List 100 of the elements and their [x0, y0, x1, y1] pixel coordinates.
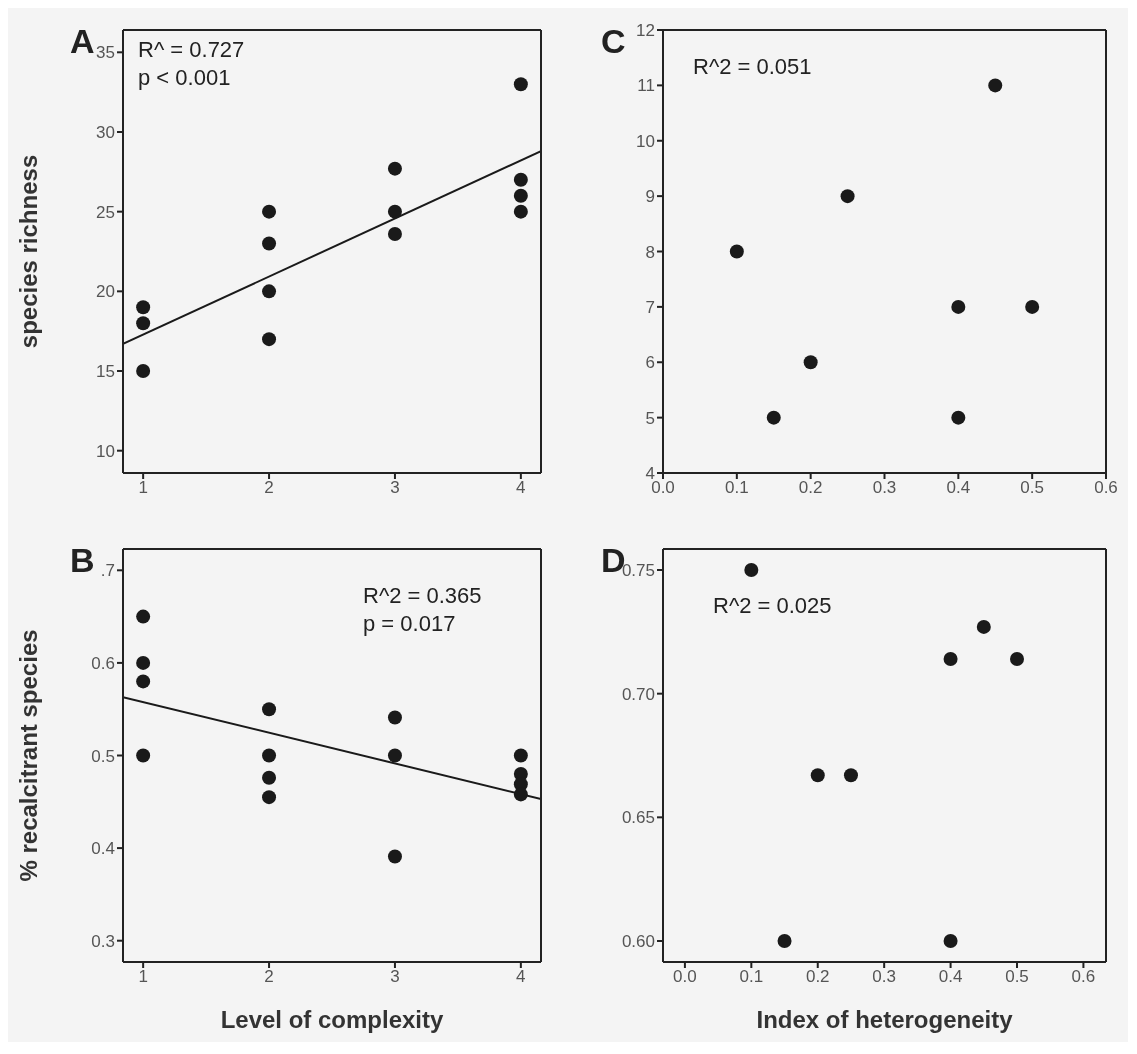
annotation: R^2 = 0.025	[713, 592, 832, 620]
y-tick-label: 5	[645, 408, 655, 428]
x-tick-label: 0.4	[946, 478, 971, 498]
x-tick-label: 4	[516, 967, 526, 987]
y-tick-label: 9	[645, 187, 655, 207]
x-tick-label: 0.3	[872, 967, 896, 987]
point	[387, 204, 402, 219]
y-tick-label: 0.60	[621, 932, 655, 952]
y-tick-label: 0.3	[91, 931, 115, 951]
annotation: R^ = 0.727	[138, 36, 245, 64]
point	[513, 77, 528, 92]
x-tick-label: 0.1	[739, 967, 764, 987]
y-tick-label: 0.6	[91, 653, 115, 673]
y-tick-label: 25	[96, 202, 115, 222]
y-tick-label: 0.4	[91, 839, 115, 859]
x-axis-title: Index of heterogeneity	[756, 1006, 1014, 1033]
point	[976, 619, 991, 634]
y-tick-label: 6	[645, 353, 655, 373]
point	[387, 849, 402, 864]
point	[513, 188, 528, 203]
y-axis-title: % recalcitrant species	[14, 629, 42, 882]
point	[729, 244, 744, 259]
x-tick-label: 4	[516, 478, 526, 498]
y-tick-label: 35	[96, 43, 115, 63]
y-tick-label: 7	[645, 297, 655, 317]
x-tick-label: 3	[390, 478, 400, 498]
x-tick-label: 0.5	[1020, 478, 1044, 498]
x-tick-label: 0.2	[805, 967, 830, 987]
y-tick-label: 12	[636, 21, 655, 41]
y-axis-title: species richness	[14, 154, 42, 349]
chart-title: B	[70, 541, 95, 580]
annotation: R^2 = 0.051	[693, 53, 812, 81]
point	[1025, 299, 1040, 314]
point	[1010, 652, 1024, 667]
x-tick-label: 0.5	[1005, 967, 1029, 987]
point	[136, 609, 151, 624]
point	[840, 189, 855, 204]
point	[951, 299, 966, 314]
point	[951, 410, 966, 425]
point	[262, 790, 277, 805]
point	[766, 410, 781, 425]
point	[262, 748, 277, 763]
x-tick-label: 2	[264, 967, 274, 987]
annotation: p = 0.017	[363, 610, 457, 638]
point	[943, 652, 958, 667]
point	[513, 787, 528, 802]
x-tick-label: 0.1	[725, 478, 749, 498]
x-axis-title: Level of complexity	[220, 1006, 445, 1033]
y-tick-label: 30	[96, 123, 115, 143]
y-tick-label: 10	[96, 441, 115, 461]
point	[513, 204, 528, 219]
point	[262, 770, 277, 785]
chart-title: A	[70, 22, 95, 61]
point	[803, 355, 818, 370]
x-tick-label: 0.6	[1094, 478, 1118, 498]
x-tick-label: 1	[138, 967, 148, 987]
point	[136, 300, 151, 315]
x-tick-label: 0.3	[872, 478, 897, 498]
point	[136, 316, 151, 331]
point	[136, 655, 151, 670]
annotation: R^2 = 0.365	[363, 582, 482, 610]
x-tick-label: 0.0	[673, 967, 697, 987]
point	[262, 284, 277, 299]
point	[136, 674, 151, 689]
y-tick-label: .7	[100, 561, 115, 581]
point	[262, 236, 277, 251]
y-tick-label: 0.65	[621, 808, 655, 828]
point	[843, 768, 858, 783]
point	[262, 204, 277, 219]
x-tick-label: 0.6	[1071, 967, 1096, 987]
y-tick-label: 10	[636, 131, 655, 151]
chart-title: C	[601, 22, 626, 61]
y-tick-label: 0.70	[621, 684, 655, 704]
point	[262, 702, 277, 717]
point	[988, 78, 1003, 93]
y-tick-label: 20	[96, 282, 115, 302]
point	[387, 161, 402, 176]
x-tick-label: 2	[264, 478, 274, 498]
point	[513, 748, 528, 763]
y-tick-label: 11	[637, 76, 655, 96]
x-tick-label: 0.4	[938, 967, 963, 987]
annotation: p < 0.001	[138, 64, 232, 92]
y-tick-label: 8	[645, 242, 655, 262]
point	[943, 933, 958, 948]
point	[513, 172, 528, 187]
point	[777, 933, 792, 948]
point	[387, 710, 402, 725]
x-tick-label: 0.2	[798, 478, 823, 498]
y-tick-label: 15	[96, 362, 115, 382]
point	[136, 364, 151, 379]
y-tick-label: 0.5	[91, 746, 115, 766]
point	[136, 748, 151, 763]
point	[387, 748, 402, 763]
point	[744, 563, 759, 578]
point	[262, 332, 277, 347]
point	[387, 226, 402, 241]
point	[810, 768, 825, 783]
x-tick-label: 0.0	[651, 478, 675, 498]
x-tick-label: 1	[138, 478, 148, 498]
x-tick-label: 3	[390, 967, 400, 987]
